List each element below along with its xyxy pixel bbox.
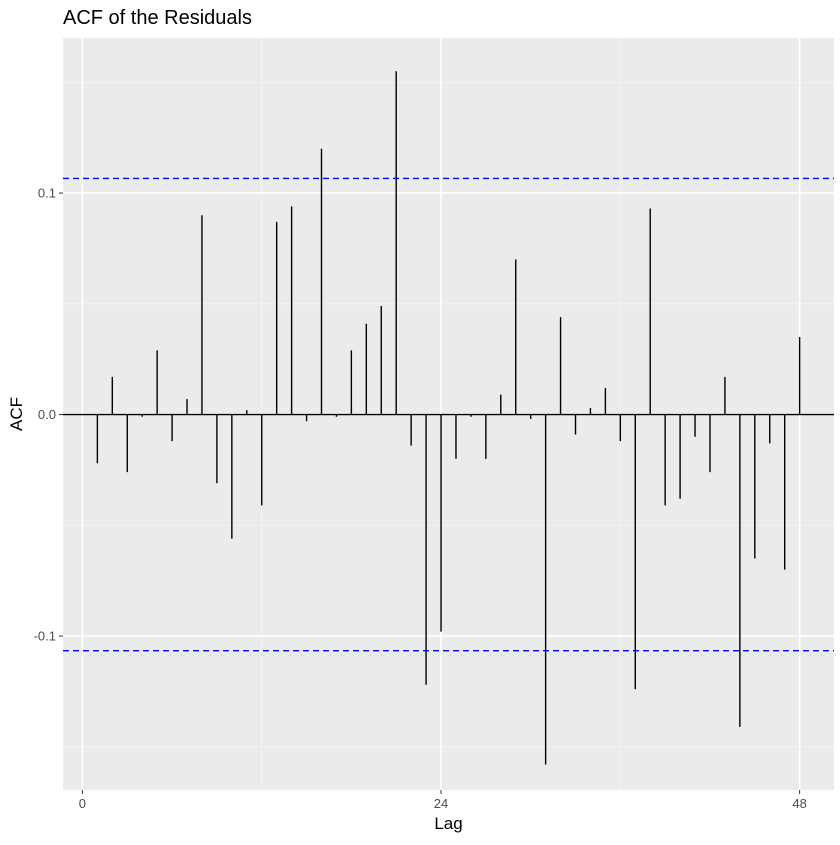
x-tick-label: 48 bbox=[792, 796, 806, 811]
y-tick-label: -0.1 bbox=[34, 629, 56, 644]
axis-ticks: -0.1 0.0 0.1 0 24 48 bbox=[34, 186, 807, 811]
confidence-bounds bbox=[63, 177, 834, 652]
acf-bars bbox=[63, 71, 834, 765]
x-axis-title: Lag bbox=[434, 814, 462, 833]
chart-title: ACF of the Residuals bbox=[63, 7, 252, 29]
y-tick-label: 0.1 bbox=[38, 186, 56, 201]
y-axis-title: ACF bbox=[7, 397, 26, 431]
x-tick-label: 24 bbox=[434, 796, 448, 811]
x-tick-label: 0 bbox=[79, 796, 86, 811]
y-tick-label: 0.0 bbox=[38, 407, 56, 422]
